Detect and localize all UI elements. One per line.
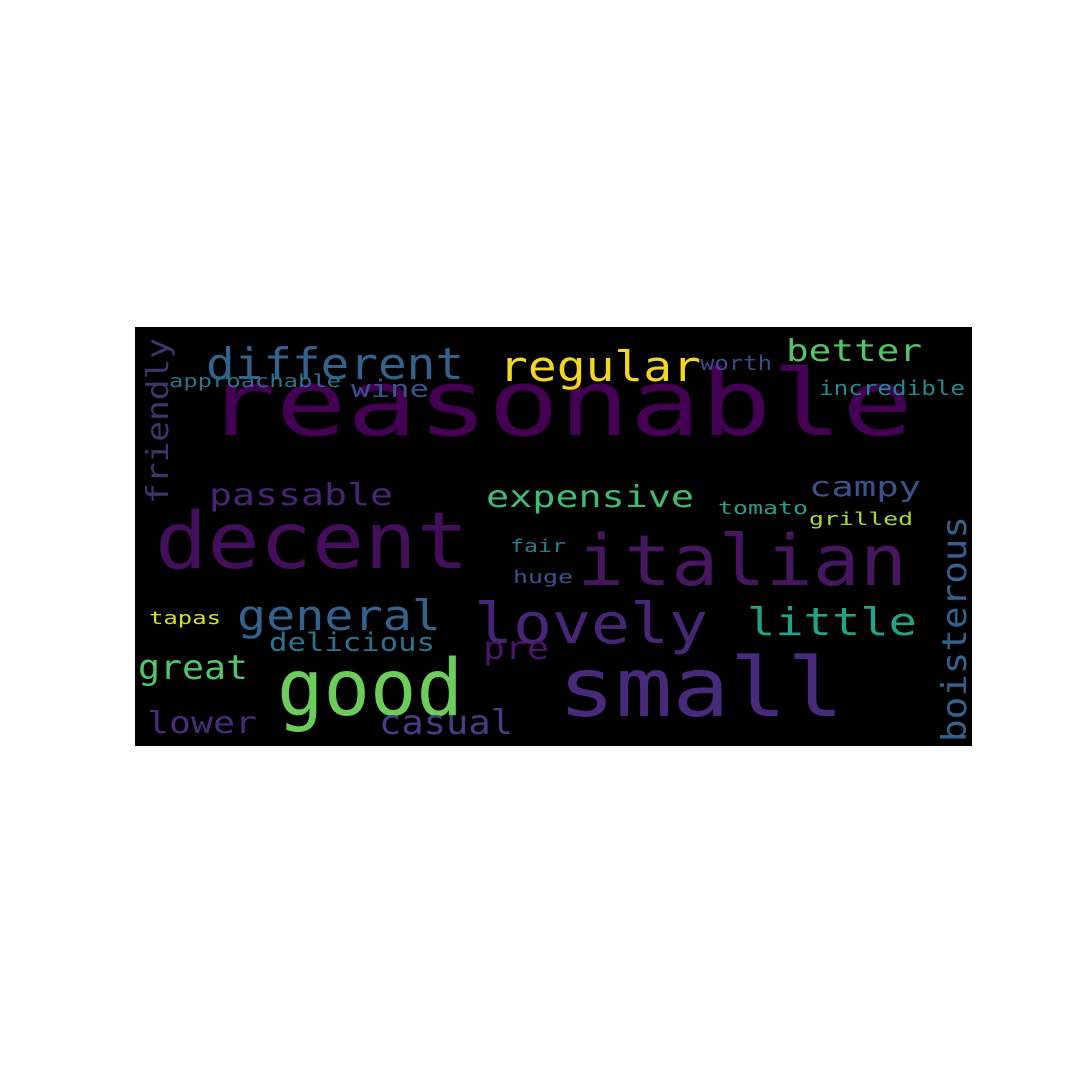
- word-cloud-canvas: reasonable decent italian small good lov…: [138, 334, 972, 743]
- word-little: little: [747, 600, 917, 644]
- word-lower: lower: [147, 706, 257, 741]
- word-general: general: [237, 591, 441, 640]
- word-huge: huge: [513, 567, 573, 588]
- word-decent: decent: [155, 497, 469, 587]
- word-campy: campy: [809, 470, 921, 503]
- word-grilled: grilled: [809, 509, 913, 530]
- word-approachable: approachable: [169, 371, 341, 392]
- word-lovely: lovely: [474, 592, 708, 657]
- word-tomato: tomato: [718, 498, 808, 519]
- word-regular: regular: [499, 342, 701, 391]
- word-delicious: delicious: [269, 628, 435, 658]
- word-different: different: [206, 339, 464, 390]
- word-great: great: [138, 648, 248, 688]
- word-expensive: expensive: [486, 480, 694, 515]
- word-better: better: [786, 334, 922, 369]
- word-passable: passable: [209, 478, 393, 513]
- word-tapas: tapas: [149, 608, 221, 629]
- word-pre: pre: [483, 629, 549, 667]
- word-incredible: incredible: [819, 376, 965, 400]
- word-cloud: reasonable decent italian small good lov…: [135, 327, 972, 746]
- word-small: small: [558, 641, 844, 736]
- word-worth: worth: [700, 351, 772, 375]
- word-reasonable: reasonable: [205, 350, 913, 457]
- word-italian: italian: [577, 520, 907, 602]
- word-fair: fair: [510, 536, 566, 557]
- word-boisterous: boisterous: [935, 516, 972, 742]
- word-friendly: friendly: [141, 338, 176, 504]
- word-wine: wine: [351, 375, 429, 403]
- word-casual: casual: [379, 703, 513, 743]
- word-good: good: [277, 644, 463, 734]
